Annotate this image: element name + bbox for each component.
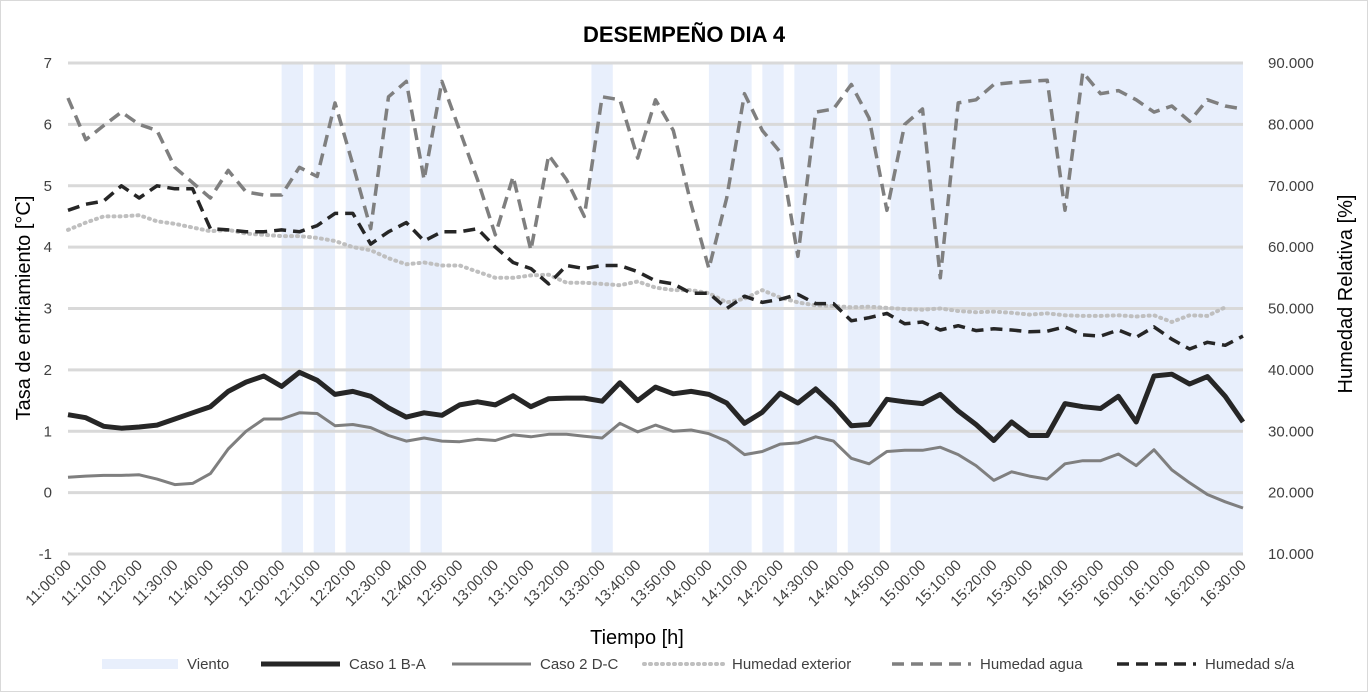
x-axis-title: Tiempo [h] bbox=[590, 627, 684, 649]
legend-label-caso-2: Caso 2 D-C bbox=[540, 656, 619, 673]
legend-swatch-viento bbox=[102, 659, 178, 669]
series-lines bbox=[66, 70, 1246, 510]
series-line-2 bbox=[67, 411, 1244, 510]
legend-label-humedad-exterior: Humedad exterior bbox=[732, 656, 851, 673]
series-line-4 bbox=[66, 70, 1244, 280]
series-line-5 bbox=[67, 184, 1244, 351]
y-tick-label: 6 bbox=[44, 116, 52, 133]
series-line-3 bbox=[66, 213, 1228, 324]
y-axis-title: Tasa de enfriamiento [°C] bbox=[13, 196, 35, 421]
y2-tick-label: 60.000 bbox=[1268, 239, 1314, 256]
y2-axis-title: Humedad Relativa [%] bbox=[1335, 195, 1357, 394]
legend-label-caso-1: Caso 1 B-A bbox=[349, 656, 426, 673]
y-tick-label: 5 bbox=[44, 178, 52, 195]
y2-tick-label: 80.000 bbox=[1268, 116, 1314, 133]
series-line-1 bbox=[67, 369, 1246, 443]
legend-label-viento: Viento bbox=[187, 656, 229, 673]
y-tick-label: 3 bbox=[44, 301, 52, 318]
legend-label-humedad-agua: Humedad agua bbox=[980, 656, 1083, 673]
legend: Viento Caso 1 B-A Caso 2 D-C Humedad ext… bbox=[102, 656, 1295, 673]
y-tick-label: 2 bbox=[44, 362, 52, 379]
y2-tick-label: 20.000 bbox=[1268, 485, 1314, 502]
y-tick-label: 4 bbox=[44, 239, 52, 256]
y-tick-label: 7 bbox=[44, 55, 52, 72]
y-tick-label: 0 bbox=[44, 485, 52, 502]
y2-tick-label: 40.000 bbox=[1268, 362, 1314, 379]
y-tick-label: 1 bbox=[44, 423, 52, 440]
y-tick-label: -1 bbox=[39, 546, 52, 563]
chart-title: DESEMPEÑO DIA 4 bbox=[583, 22, 786, 47]
y2-tick-label: 50.000 bbox=[1268, 301, 1314, 318]
y2-tick-label: 90.000 bbox=[1268, 55, 1314, 72]
legend-label-humedad-sa: Humedad s/a bbox=[1205, 656, 1295, 673]
y2-tick-label: 30.000 bbox=[1268, 423, 1314, 440]
y2-tick-label: 10.000 bbox=[1268, 546, 1314, 563]
y2-tick-label: 70.000 bbox=[1268, 178, 1314, 195]
gridlines bbox=[68, 61, 1243, 556]
